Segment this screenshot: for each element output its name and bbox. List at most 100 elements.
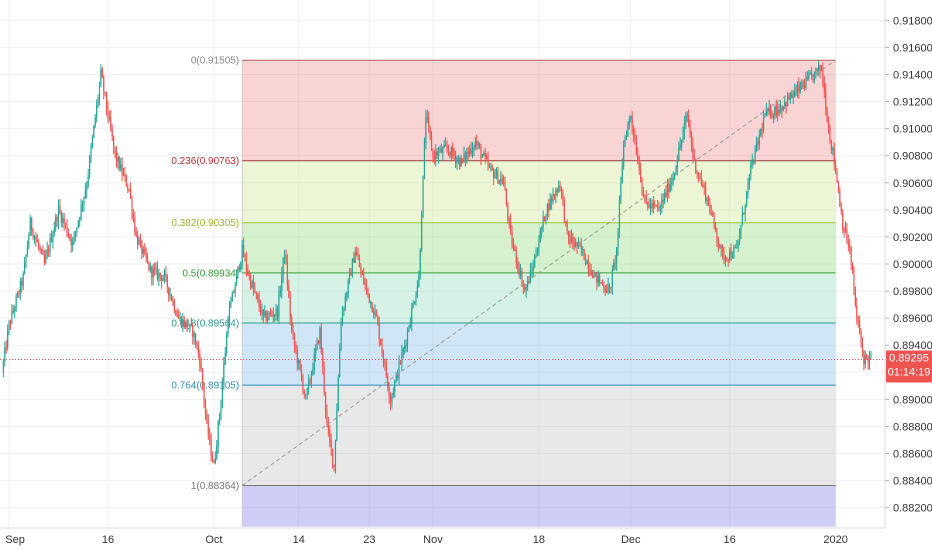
candle-body (794, 91, 796, 97)
candle-body (820, 67, 823, 71)
candle-body (565, 221, 567, 223)
candle-body (31, 217, 33, 231)
candle-body (105, 93, 108, 109)
candle-body (521, 271, 523, 286)
candle-body (590, 270, 592, 275)
candle-body (760, 129, 762, 135)
candle-body (535, 255, 537, 257)
candle-body (357, 254, 359, 259)
candle-body (192, 325, 194, 338)
candle-body (493, 169, 495, 179)
candle-body (747, 183, 749, 192)
candle-body (159, 272, 161, 276)
x-tick-labels: Sep 16 Oct 14 23 Nov 18 Dec 16 2020 (5, 534, 848, 546)
candle-body (234, 285, 236, 293)
candle-body (265, 311, 267, 321)
candle-body (305, 394, 307, 396)
candle-body (570, 237, 572, 243)
candle-body (115, 152, 118, 162)
candle-body (705, 187, 707, 201)
candle-body (676, 160, 678, 169)
candle-body (724, 257, 727, 261)
candle-body (168, 287, 170, 296)
candle-body (274, 314, 276, 317)
candle-body (618, 201, 621, 231)
candle-body (445, 144, 447, 146)
trend-line[interactable] (241, 59, 836, 486)
candle-body (40, 249, 43, 251)
candle-body (606, 290, 608, 293)
candle-body (317, 340, 320, 344)
candle-body (324, 392, 327, 411)
candle-body (96, 104, 98, 118)
candle-body (226, 333, 228, 353)
candle-body (90, 147, 92, 158)
candle-body (66, 224, 68, 234)
candle-body (764, 115, 766, 118)
candle-body (695, 158, 697, 173)
y-tick-label: 0.91000 (893, 124, 932, 136)
candle-body (696, 172, 698, 174)
candle-body (600, 282, 602, 284)
candle-body (196, 344, 198, 347)
candle-body (426, 117, 428, 119)
candle-body (857, 317, 859, 323)
candle-body (402, 348, 404, 353)
candle-body (8, 321, 10, 331)
candle-body (481, 155, 483, 158)
candle-body (500, 178, 502, 181)
candle-body (264, 311, 266, 316)
candle-body (748, 174, 751, 184)
candle-body (48, 249, 50, 252)
candle-body (573, 243, 575, 247)
candle-body (486, 156, 488, 159)
candle-body (358, 258, 361, 268)
candle-body (299, 360, 301, 370)
current-price-badge-bg (886, 350, 932, 383)
candle-body (39, 247, 41, 250)
candle-body (430, 135, 433, 151)
candle-body (285, 255, 287, 263)
candle-body (64, 223, 67, 225)
candle-body (664, 192, 666, 203)
candle-body (583, 249, 585, 260)
price-axis[interactable] (885, 0, 932, 528)
candle-body (233, 292, 235, 294)
candle-body (259, 306, 262, 314)
x-tick-label: 14 (293, 534, 305, 546)
candle-body (86, 185, 88, 191)
candle-body (416, 286, 418, 296)
candle-body (289, 296, 291, 318)
candle-body (29, 217, 31, 236)
candle-body (466, 152, 468, 160)
current-price-badge: 0.89295 01:14:19 (886, 350, 932, 383)
candle-body (525, 287, 527, 291)
fib-zone-1 (242, 485, 836, 527)
candle-body (329, 429, 331, 440)
candle-body (190, 324, 192, 326)
candle-body (727, 259, 729, 261)
candle-body (846, 228, 848, 243)
candle-body (310, 374, 313, 382)
grid (0, 0, 885, 528)
candle-body (491, 166, 493, 170)
candle-body (835, 163, 837, 170)
candle-body (789, 92, 791, 100)
y-tick-label: 0.90200 (893, 232, 932, 244)
candle-body (641, 182, 643, 191)
candle-body (712, 213, 714, 215)
candle-body (529, 270, 532, 283)
candle-body (593, 273, 595, 279)
candle-body (385, 362, 387, 377)
candle-body (67, 233, 70, 236)
candle-body (594, 272, 597, 274)
candle-body (142, 248, 144, 254)
candle-body (281, 275, 283, 292)
candle-body (517, 263, 519, 267)
candle-body (308, 380, 310, 389)
candle-body (859, 322, 861, 333)
candle-body (446, 145, 448, 149)
candle-body (651, 203, 653, 208)
time-axis[interactable] (0, 528, 932, 550)
candle-body (678, 147, 680, 161)
